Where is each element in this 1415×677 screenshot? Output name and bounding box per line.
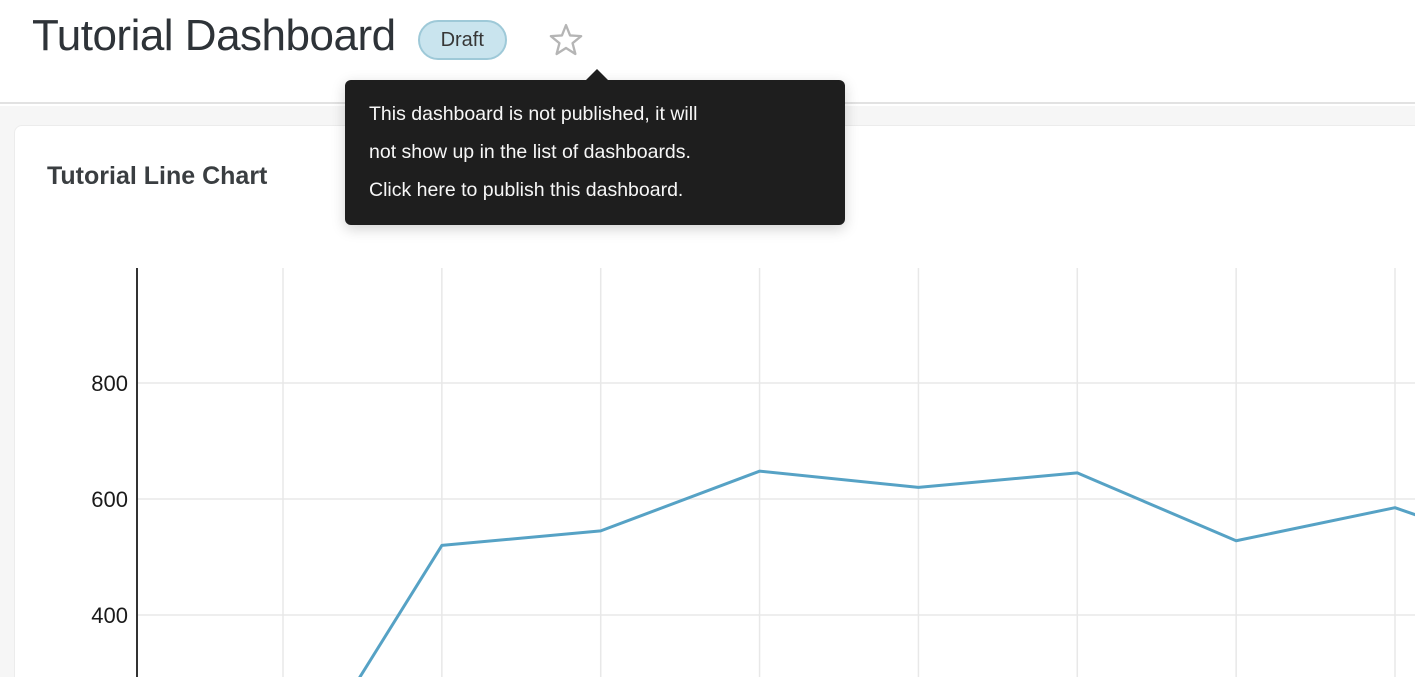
tooltip-text-line: This dashboard is not published, it will	[369, 103, 698, 125]
star-outline-icon	[549, 23, 583, 56]
draft-badge[interactable]: Draft	[417, 20, 507, 60]
widget-title: Tutorial Line Chart	[47, 162, 268, 190]
page-title: Tutorial Dashboard	[32, 11, 396, 60]
publish-tooltip: This dashboard is not published, it will…	[345, 69, 845, 225]
tooltip-text-line: Click here to publish this dashboard.	[369, 179, 684, 201]
tooltip-text-line: not show up in the list of dashboards.	[369, 141, 691, 163]
favorite-star-button[interactable]	[547, 21, 585, 59]
tooltip-arrow	[585, 69, 609, 81]
